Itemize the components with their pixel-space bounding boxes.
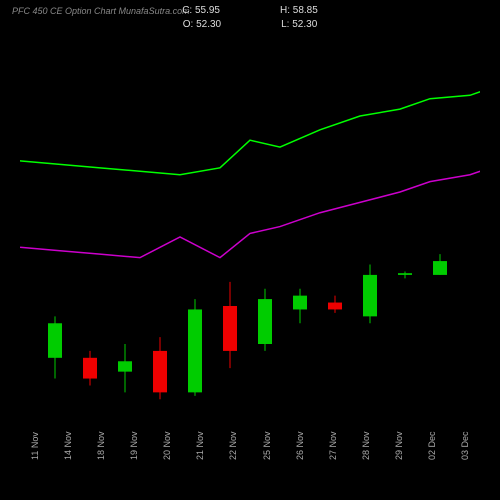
chart-canvas [20, 40, 480, 420]
x-axis-label: 27 Nov [328, 431, 338, 460]
x-axis-label: 14 Nov [63, 431, 73, 460]
low-value: L: 52.30 [281, 18, 317, 32]
close-value: C: 55.95 [182, 4, 220, 18]
x-axis-label: 03 Dec [460, 431, 470, 460]
x-axis-label: 02 Dec [427, 431, 437, 460]
x-axis-label: 29 Nov [394, 431, 404, 460]
x-axis-label: 28 Nov [361, 431, 371, 460]
x-axis-label: 11 Nov [30, 432, 40, 460]
x-axis-label: 20 Nov [162, 431, 172, 460]
x-axis-label: 22 Nov [228, 431, 238, 460]
x-axis: 11 Nov 14 Nov 18 Nov 19 Nov 20 Nov 21 Nov 22 N… [20, 425, 480, 495]
x-axis-label: 21 Nov [195, 431, 205, 460]
x-axis-label: 18 Nov [96, 431, 106, 460]
x-axis-label: 26 Nov [295, 431, 305, 460]
high-value: H: 58.85 [280, 4, 318, 18]
ohlc-summary: C: 55.95 H: 58.85 O: 52.30 L: 52.30 [0, 4, 500, 32]
x-axis-label: 25 Nov [262, 431, 272, 460]
open-value: O: 52.30 [183, 18, 221, 32]
x-axis-label: 19 Nov [129, 431, 139, 460]
